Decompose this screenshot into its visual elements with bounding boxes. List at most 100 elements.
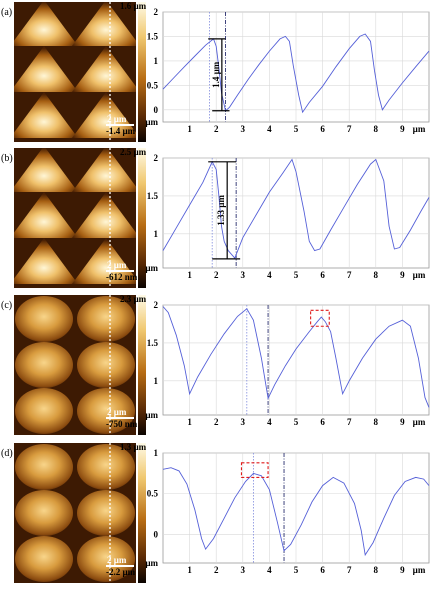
x-tick-label: 9 [400, 417, 405, 427]
x-tick-label: 6 [320, 565, 325, 575]
y-tick-label: 2 [154, 153, 159, 163]
panel-3: (c) 2 µm 2.3 µm -750 nm 1 2 3 4 5 6 7 8 9 µm 1 1.5 2 µm [1, 294, 430, 435]
pyramid-feature [15, 490, 73, 536]
pyramid-feature [15, 388, 73, 434]
afm-features [14, 2, 136, 138]
panel-label: (b) [1, 153, 13, 164]
height-label: 1.33 µm [216, 195, 226, 226]
color-bar [138, 295, 146, 435]
y-axis-unit: µm [145, 117, 158, 127]
height-annotation: 1.4 µm [208, 38, 230, 112]
x-tick-label: 7 [347, 270, 352, 280]
color-bar [138, 148, 146, 288]
x-tick-label: 5 [294, 417, 299, 427]
x-tick-label: 4 [267, 270, 272, 280]
x-tick-label: 2 [214, 565, 219, 575]
color-bar-min: -1.4 µm [106, 126, 136, 136]
y-tick-label: 1 [154, 56, 159, 66]
color-bar-max: 1.6 µm [120, 1, 147, 11]
grid [163, 157, 429, 268]
pyramid-feature [14, 148, 78, 192]
panel-1: (a) 2 µm 1.6 µm -1.4 µm 1 2 3 4 5 6 7 8 9 µm 0 0.5 1 1.5 2… [1, 1, 430, 142]
x-tick-label: 4 [267, 565, 272, 575]
color-bar-min: -750 nm [106, 419, 138, 429]
pyramid-feature [14, 2, 78, 46]
y-tick-label: 2 [154, 300, 159, 310]
highlight-box [240, 462, 269, 478]
height-label: 1.4 µm [211, 61, 221, 88]
pyramid-feature [72, 2, 136, 46]
y-tick-label: 1.5 [147, 191, 159, 201]
panel-label: (c) [1, 300, 12, 311]
y-axis-unit: µm [145, 558, 158, 568]
pyramid-feature [14, 238, 78, 284]
panel-4: (d) 2 µm 1.3 µm -2.2 µm 1 2 3 4 5 6 7 8 9 µm 0 0.5 1 µm [1, 442, 430, 583]
x-tick-label: 6 [320, 124, 325, 134]
pyramid-feature [77, 490, 135, 536]
pyramid-feature [72, 238, 136, 284]
pyramid-feature [77, 536, 135, 582]
profile-line [162, 33, 430, 114]
profile-chart: 1 2 3 4 5 6 7 8 9 µm 1 1.5 2 µm [145, 300, 430, 427]
profile-chart: 1 2 3 4 5 6 7 8 9 µm 1 1.5 2 µm 1.33 µm [145, 153, 430, 280]
x-tick-label: 9 [400, 124, 405, 134]
x-tick-label: 4 [267, 124, 272, 134]
y-tick-label: 1 [154, 229, 159, 239]
pyramid-feature [14, 192, 78, 238]
afm-features [14, 148, 136, 284]
x-axis-unit: µm [413, 124, 426, 134]
y-tick-label: 0 [154, 529, 159, 539]
afm-image: 2 µm [14, 2, 136, 142]
pyramid-feature [15, 296, 73, 342]
color-bar-min: -2.2 µm [106, 567, 136, 577]
afm-image: 2 µm [14, 148, 136, 288]
color-bar-max: 2.5 µm [120, 147, 147, 157]
pyramid-feature [72, 192, 136, 238]
x-tick-label: 1 [187, 565, 192, 575]
y-tick-label: 1.5 [147, 338, 159, 348]
x-tick-label: 3 [241, 270, 246, 280]
y-tick-label: 0 [154, 105, 159, 115]
panel-label: (a) [1, 7, 12, 18]
afm-image: 2 µm [14, 443, 136, 583]
pyramid-feature [14, 46, 78, 92]
profile-chart: 1 2 3 4 5 6 7 8 9 µm 0 0.5 1 µm [145, 448, 430, 575]
y-tick-label: 2 [154, 7, 159, 17]
pyramid-feature [14, 92, 78, 138]
x-tick-label: 7 [347, 124, 352, 134]
scale-bar-label: 2 µm [107, 407, 127, 417]
x-tick-label: 8 [374, 124, 379, 134]
grid [163, 11, 429, 122]
x-tick-label: 9 [400, 565, 405, 575]
pyramid-feature [72, 46, 136, 92]
afm-features [15, 296, 135, 434]
profile-chart: 1 2 3 4 5 6 7 8 9 µm 0 0.5 1 1.5 2 µm 1.4 µm [145, 7, 430, 134]
scale-bar-label: 2 µm [107, 555, 127, 565]
x-tick-label: 5 [294, 124, 299, 134]
afm-features [15, 444, 135, 582]
color-bar-max: 1.3 µm [120, 442, 147, 452]
pyramid-feature [72, 148, 136, 192]
grid [163, 452, 429, 563]
y-axis-unit: µm [145, 410, 158, 420]
y-axis-unit: µm [145, 263, 158, 273]
pyramid-feature [72, 92, 136, 138]
x-tick-label: 7 [347, 565, 352, 575]
panel-2: (b) 2 µm 2.5 µm -612 nm 1 2 3 4 5 6 7 8 9 µm 1 1.5 2 µm 1.… [1, 147, 430, 288]
pyramid-feature [77, 388, 135, 434]
pyramid-feature [15, 536, 73, 582]
color-bar [138, 2, 146, 142]
x-tick-label: 1 [187, 270, 192, 280]
x-tick-label: 6 [320, 270, 325, 280]
y-tick-label: 0.5 [147, 80, 159, 90]
x-tick-label: 9 [400, 270, 405, 280]
x-tick-label: 3 [241, 124, 246, 134]
x-axis-unit: µm [413, 417, 426, 427]
y-tick-label: 1 [154, 376, 159, 386]
x-tick-label: 4 [267, 417, 272, 427]
panel-label: (d) [1, 448, 13, 459]
x-tick-label: 8 [374, 565, 379, 575]
highlight-box [310, 309, 330, 327]
pyramid-feature [77, 296, 135, 342]
